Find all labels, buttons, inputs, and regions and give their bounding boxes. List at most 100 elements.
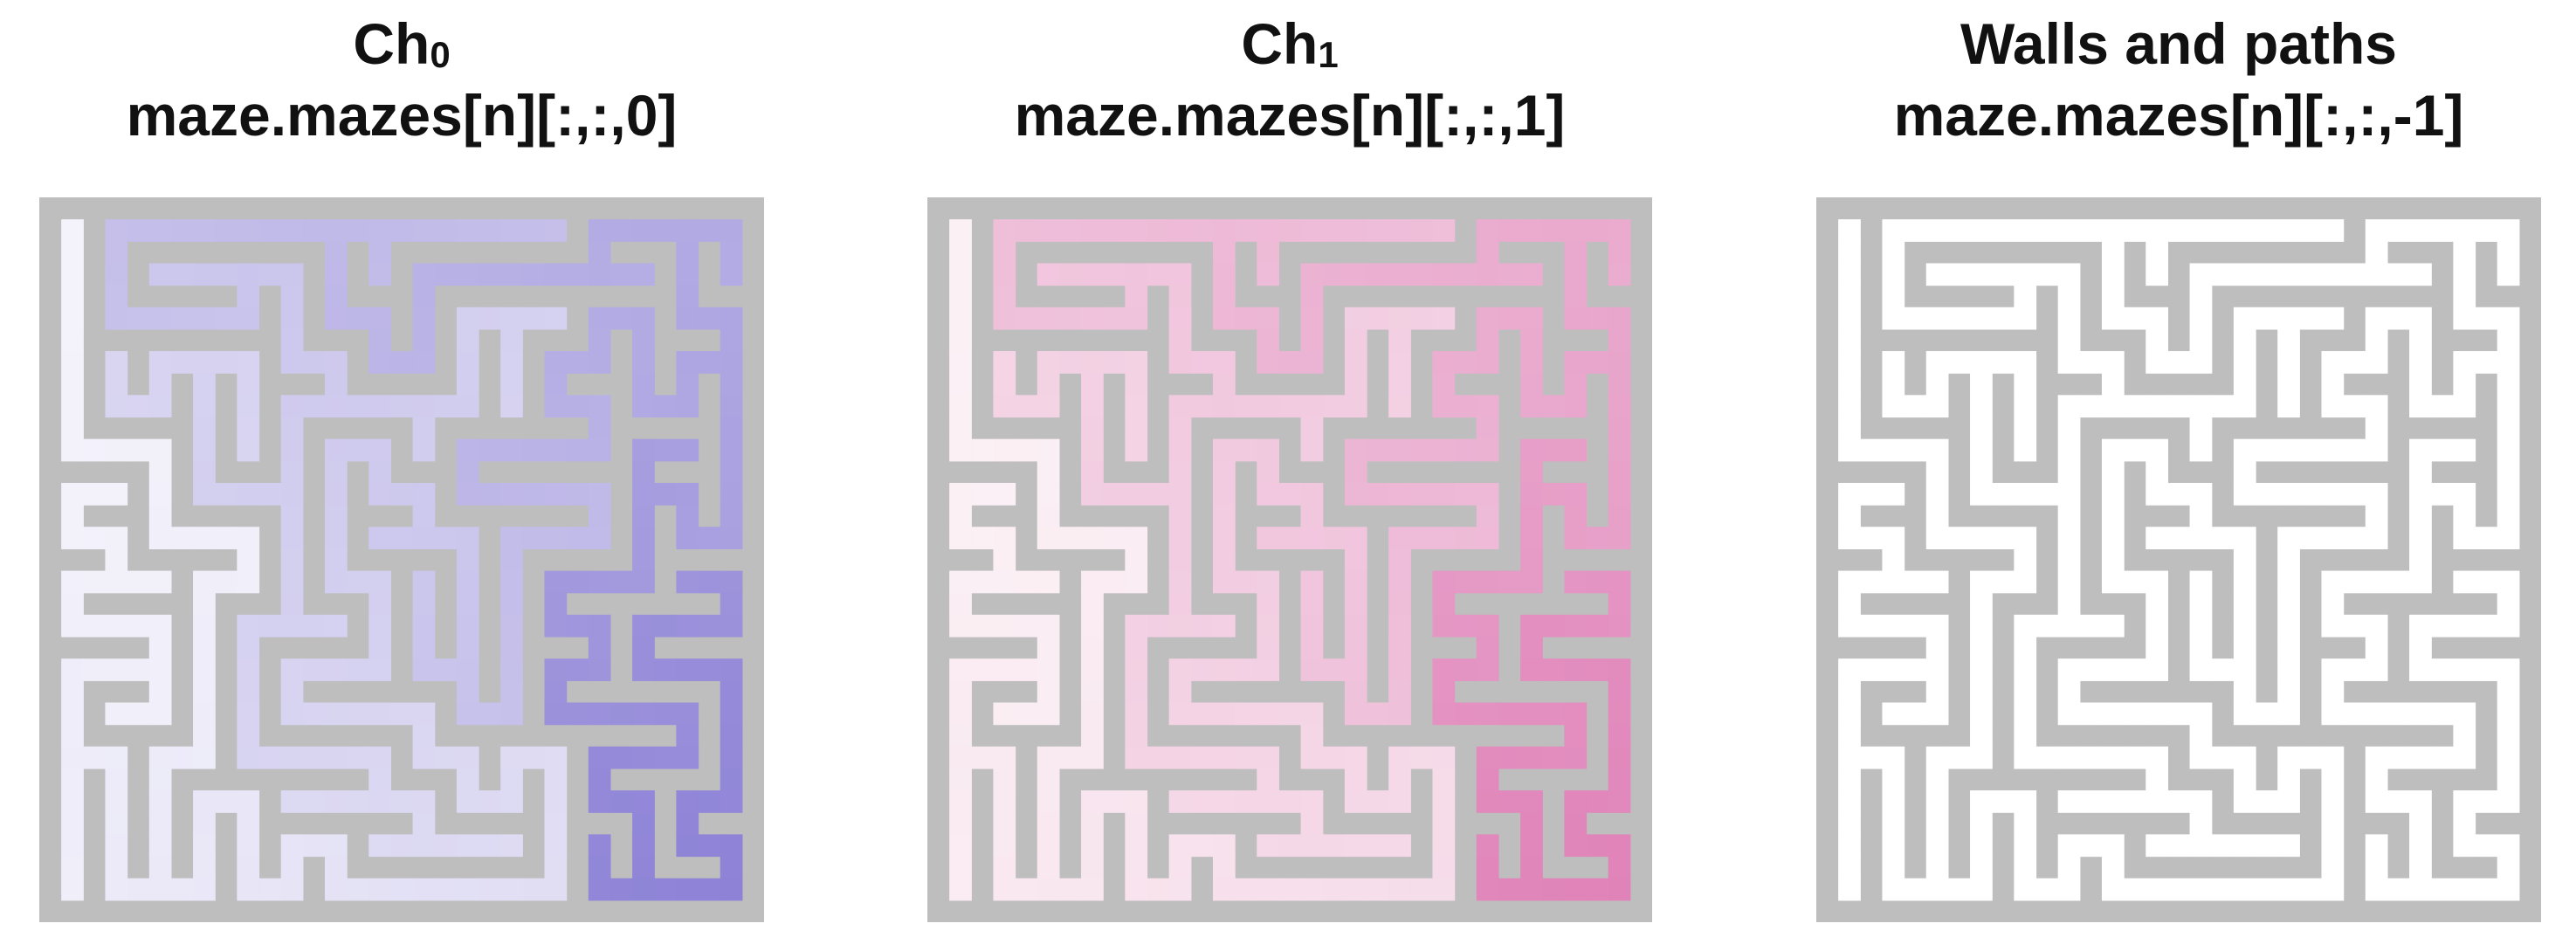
maze-path-cell [280, 285, 304, 308]
maze-path-cell [2057, 856, 2081, 879]
maze-path-cell [566, 702, 589, 726]
maze-path-cell [566, 263, 589, 286]
maze-path-cell [347, 307, 369, 330]
maze-path-cell [1498, 219, 1521, 242]
maze-path-cell [280, 878, 304, 901]
maze-path-cell [1235, 790, 1257, 813]
maze-path-cell [61, 834, 84, 858]
maze-path-cell [1608, 438, 1631, 462]
maze-path-cell [1838, 834, 1861, 858]
maze-path-cell [412, 285, 436, 308]
maze-path-cell [2146, 614, 2169, 637]
maze-path-cell [993, 263, 1016, 286]
maze-path-cell [2299, 263, 2323, 286]
maze-path-cell [566, 570, 589, 594]
maze-path-cell [1925, 263, 1949, 286]
maze-path-cell [1608, 614, 1631, 637]
maze-path-cell [588, 614, 611, 637]
maze-path-cell [2189, 527, 2213, 550]
maze-path-cell [105, 307, 128, 330]
maze-path-cell [456, 592, 479, 616]
maze-path-cell [280, 417, 304, 440]
maze-path-cell [1860, 570, 1884, 594]
maze-path-cell [720, 351, 743, 374]
maze-path-cell [456, 438, 479, 462]
maze-path-cell [2014, 482, 2037, 506]
maze-path-cell [324, 395, 348, 418]
maze-path-cell [2321, 768, 2345, 791]
maze-path-cell [2321, 307, 2345, 330]
maze-path-cell [2035, 482, 2059, 506]
maze-path-cell [544, 812, 568, 835]
maze-path-cell [1235, 307, 1257, 330]
maze-path-cell [1904, 307, 1927, 330]
maze-path-cell [676, 702, 699, 726]
maze-path-cell [1081, 658, 1104, 681]
maze-path-cell [237, 482, 260, 506]
maze-path-cell [949, 417, 972, 440]
maze-path-cell [237, 790, 260, 813]
maze-path-cell [1564, 351, 1588, 374]
maze-path-cell [456, 834, 479, 858]
maze-path-cell [2409, 878, 2432, 901]
maze-path-cell [105, 746, 128, 769]
maze-path-cell [1344, 834, 1367, 858]
maze-path-cell [1367, 702, 1389, 726]
maze-path-cell [1925, 395, 1949, 418]
maze-path-cell [479, 702, 501, 726]
maze-path-cell [368, 438, 392, 462]
maze-path-cell [1037, 658, 1060, 681]
maze-path-cell [193, 856, 216, 879]
maze-path-cell [1608, 219, 1631, 242]
maze-path-cell [193, 263, 216, 286]
maze-path-cell [193, 351, 216, 374]
maze-path-cell [2431, 395, 2454, 418]
maze-path-cell [949, 373, 972, 396]
maze-path-cell [2343, 263, 2366, 286]
maze-path-cell [1608, 746, 1631, 769]
maze-path-cell [2233, 878, 2256, 901]
maze-path-cell [1432, 395, 1456, 418]
maze-path-cell [237, 702, 260, 726]
maze-path-cell [1037, 702, 1060, 726]
maze-path-cell [1125, 527, 1148, 550]
maze-path-cell [2079, 395, 2103, 418]
maze-path-cell [544, 878, 568, 901]
maze-path-cell [347, 395, 369, 418]
maze-path-cell [2365, 702, 2388, 726]
maze-path-cell [1388, 263, 1411, 286]
maze-path-cell [1257, 351, 1280, 374]
maze-path-cell [412, 307, 436, 330]
maze-path-cell [1257, 614, 1280, 637]
maze-path-cell [1992, 307, 2015, 330]
maze-path-cell [2343, 570, 2366, 594]
maze-path-cell [1882, 527, 1905, 550]
maze-path-cell [1564, 878, 1588, 901]
maze-path-cell [412, 438, 436, 462]
maze-path-cell [1344, 460, 1367, 484]
maze-path-cell [2146, 263, 2169, 286]
maze-path-cell [2277, 614, 2300, 637]
maze-path-cell [2321, 856, 2345, 879]
maze-path-cell [698, 527, 721, 550]
maze-path-cell [2497, 834, 2520, 858]
maze-path-cell [1432, 263, 1456, 286]
maze-path-cell [949, 614, 972, 637]
maze-path-cell [2167, 834, 2191, 858]
maze-path-cell [1476, 637, 1499, 659]
maze-path-cell [1520, 614, 1543, 637]
maze-path-cell [1476, 505, 1499, 527]
maze-path-cell [2189, 417, 2213, 440]
maze-path-cell [698, 790, 721, 813]
maze-path-cell [1081, 702, 1104, 726]
maze-path-cell [1992, 527, 2015, 550]
maze-path-cell [302, 658, 326, 681]
maze-path-cell [2146, 241, 2169, 265]
maze-path-cell [1168, 702, 1192, 726]
maze-path-cell [720, 307, 743, 330]
maze-path-cell [324, 790, 348, 813]
maze-path-cell [676, 263, 699, 286]
maze-path-cell [1882, 351, 1905, 374]
maze-grid-ch0 [39, 197, 764, 922]
maze-path-cell [1476, 658, 1499, 681]
